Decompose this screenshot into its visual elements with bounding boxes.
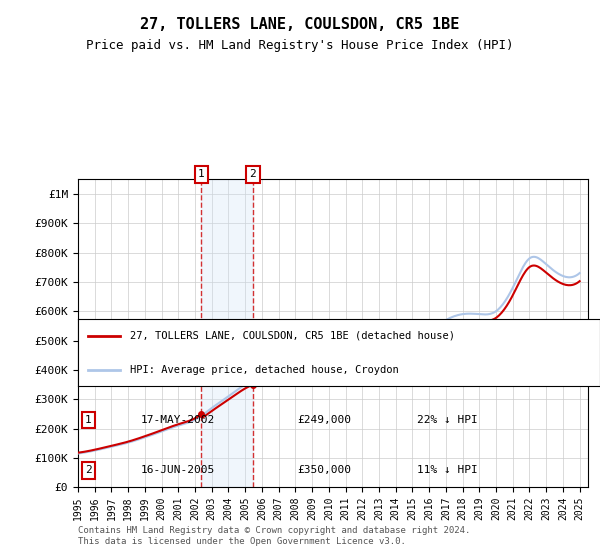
Text: £350,000: £350,000: [297, 465, 351, 475]
Text: 2: 2: [85, 465, 92, 475]
Text: 27, TOLLERS LANE, COULSDON, CR5 1BE (detached house): 27, TOLLERS LANE, COULSDON, CR5 1BE (det…: [130, 331, 455, 341]
Text: 17-MAY-2002: 17-MAY-2002: [140, 415, 215, 425]
Text: 16-JUN-2005: 16-JUN-2005: [140, 465, 215, 475]
Bar: [202, 179, 253, 487]
Text: 22% ↓ HPI: 22% ↓ HPI: [418, 415, 478, 425]
Text: 1: 1: [198, 169, 205, 179]
Text: HPI: Average price, detached house, Croydon: HPI: Average price, detached house, Croy…: [130, 365, 399, 375]
Text: 1: 1: [85, 415, 92, 425]
Text: Price paid vs. HM Land Registry's House Price Index (HPI): Price paid vs. HM Land Registry's House …: [86, 39, 514, 52]
Text: 2: 2: [250, 169, 256, 179]
Text: 27, TOLLERS LANE, COULSDON, CR5 1BE: 27, TOLLERS LANE, COULSDON, CR5 1BE: [140, 17, 460, 32]
Text: £249,000: £249,000: [297, 415, 351, 425]
Text: Contains HM Land Registry data © Crown copyright and database right 2024.
This d: Contains HM Land Registry data © Crown c…: [78, 526, 470, 546]
Text: 11% ↓ HPI: 11% ↓ HPI: [418, 465, 478, 475]
